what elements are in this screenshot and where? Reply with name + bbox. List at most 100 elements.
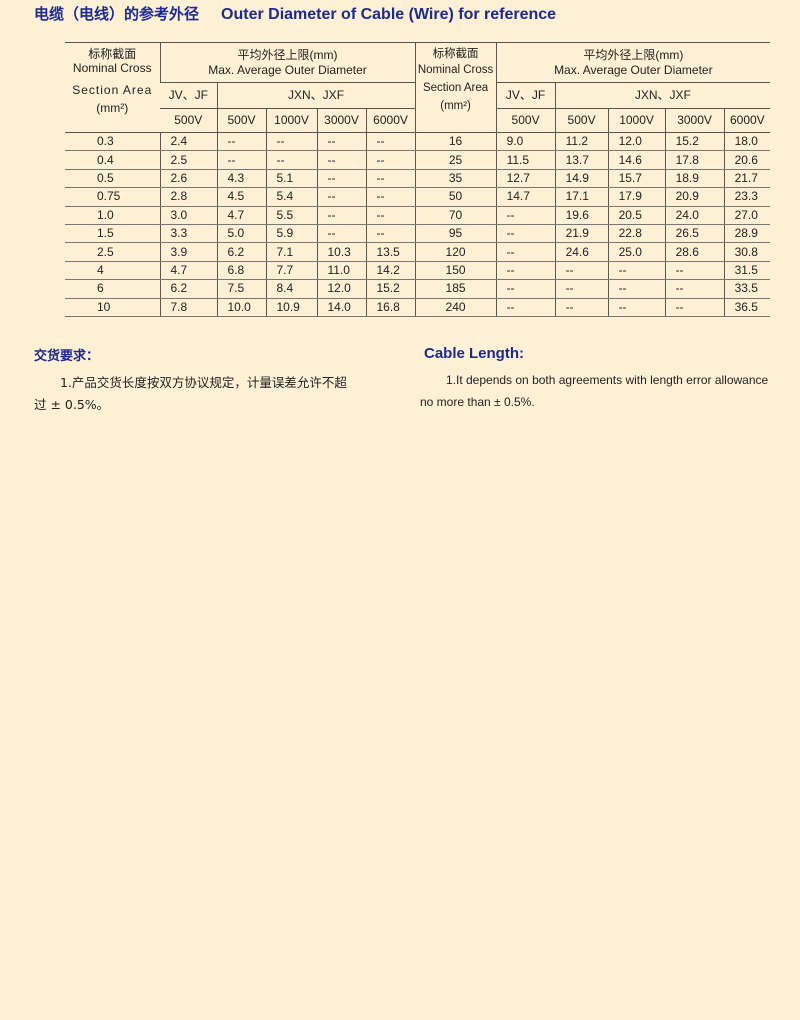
diameter-cell: 18.0: [723, 132, 771, 152]
diameter-cell: 26.5: [664, 224, 725, 244]
diameter-cell: --: [365, 150, 416, 170]
voltage-header: 3000V: [664, 108, 725, 133]
area-cell: 10: [65, 298, 160, 317]
diameter-cell: 7.8: [159, 298, 217, 317]
area-cell: 50: [414, 187, 497, 207]
diameter-cell: 2.8: [159, 187, 217, 207]
diameter-cell: 2.5: [159, 150, 217, 170]
diameter-cell: 4.7: [159, 261, 217, 281]
diameter-cell: 9.0: [495, 132, 556, 152]
diameter-header: 平均外径上限(mm) Max. Average Outer Diameter: [159, 42, 416, 83]
page-title: 电缆（电线）的参考外径 Outer Diameter of Cable (Wire…: [34, 3, 556, 24]
diameter-cell: --: [495, 242, 556, 262]
diameter-cell: 21.9: [554, 224, 609, 244]
diameter-cell: 20.5: [607, 206, 666, 225]
area-header-right: 标称截面 Nominal Cross Section Area (mm²): [414, 42, 497, 133]
diameter-cell: --: [365, 169, 416, 189]
diameter-cell: 23.3: [723, 187, 771, 207]
table-row: 6 6.2 7.5 8.4 12.0 15.2 185 -- -- -- -- 33.5: [65, 279, 771, 299]
table-row: 0.4 2.5 -- -- -- -- 25 11.5 13.7 14.6 17.8 20.6: [65, 150, 771, 170]
diameter-cell: --: [265, 150, 317, 170]
area-cell: 0.4: [65, 150, 160, 170]
diameter-cell: 10.0: [216, 298, 266, 317]
diameter-cell: 7.5: [216, 279, 266, 299]
diameter-cell: --: [607, 279, 666, 299]
diameter-cell: 5.4: [265, 187, 317, 207]
area-cell: 25: [414, 150, 497, 170]
diameter-cell: 5.5: [265, 206, 317, 225]
diameter-cell: 8.4: [265, 279, 317, 299]
diameter-cell: 12.0: [316, 279, 366, 299]
area-cell: 4: [65, 261, 160, 281]
diameter-cell: 17.8: [664, 150, 725, 170]
diameter-cell: --: [316, 132, 366, 152]
diameter-cell: 25.0: [607, 242, 666, 262]
title-zh: 电缆（电线）的参考外径: [34, 5, 200, 23]
diameter-cell: --: [316, 187, 366, 207]
diameter-cell: 2.4: [159, 132, 217, 152]
area-cell: 6: [65, 279, 160, 299]
diameter-cell: 15.7: [607, 169, 666, 189]
diameter-cell: --: [664, 261, 725, 281]
diameter-cell: 11.2: [554, 132, 609, 152]
diameter-cell: 33.5: [723, 279, 771, 299]
group-jv-jf: JV、JF: [160, 82, 217, 109]
diameter-cell: --: [554, 261, 609, 281]
diameter-cell: 6.2: [216, 242, 266, 262]
diameter-cell: 28.6: [664, 242, 725, 262]
diameter-cell: 3.3: [159, 224, 217, 244]
diameter-cell: --: [316, 169, 366, 189]
diameter-cell: --: [316, 224, 366, 244]
table-row: 2.5 3.9 6.2 7.1 10.3 13.5 120 -- 24.6 25.0 28.6 30.…: [65, 242, 771, 262]
diameter-cell: 18.9: [664, 169, 725, 189]
table-row: 1.0 3.0 4.7 5.5 -- -- 70 -- 19.6 20.5 24.0 27.0: [65, 206, 771, 225]
table-row: 0.5 2.6 4.3 5.1 -- -- 35 12.7 14.9 15.7 18.9 21.7: [65, 169, 771, 189]
diameter-cell: --: [365, 206, 416, 225]
diameter-cell: --: [495, 279, 556, 299]
table-row: 4 4.7 6.8 7.7 11.0 14.2 150 -- -- -- -- 31.5: [65, 261, 771, 281]
diameter-cell: 3.9: [159, 242, 217, 262]
diameter-cell: 11.5: [495, 150, 556, 170]
diameter-cell: 11.0: [316, 261, 366, 281]
delivery-text-zh: 1.产品交货长度按双方协议规定，计量误差允许不超过 ± 0.5%。: [34, 375, 347, 412]
diameter-cell: 4.5: [216, 187, 266, 207]
diameter-cell: 7.1: [265, 242, 317, 262]
diameter-cell: 6.2: [159, 279, 217, 299]
voltage-header: 1000V: [265, 108, 317, 133]
diameter-cell: 19.6: [554, 206, 609, 225]
diameter-cell: --: [216, 132, 266, 152]
diameter-cell: 4.3: [216, 169, 266, 189]
diameter-cell: --: [495, 298, 556, 317]
diameter-cell: 30.8: [723, 242, 771, 262]
diameter-cell: 12.7: [495, 169, 556, 189]
diameter-cell: 14.2: [365, 261, 416, 281]
diameter-cell: --: [554, 279, 609, 299]
diameter-cell: 3.0: [159, 206, 217, 225]
diameter-cell: 5.1: [265, 169, 317, 189]
diameter-cell: 13.5: [365, 242, 416, 262]
diameter-cell: 14.7: [495, 187, 556, 207]
voltage-header: 6000V: [723, 108, 771, 133]
diameter-cell: --: [607, 298, 666, 317]
diameter-cell: 5.0: [216, 224, 266, 244]
diameter-cell: --: [316, 150, 366, 170]
diameter-cell: 16.8: [365, 298, 416, 317]
table-row: 0.75 2.8 4.5 5.4 -- -- 50 14.7 17.1 17.9 20.9 23.3: [65, 187, 771, 207]
outer-diameter-table: 标称截面 Nominal Cross Section Area (mm²) 平均外径上…: [65, 42, 771, 317]
diameter-cell: --: [365, 132, 416, 152]
area-cell: 35: [414, 169, 497, 189]
diameter-cell: 14.0: [316, 298, 366, 317]
diameter-cell: --: [316, 206, 366, 225]
diameter-cell: --: [365, 187, 416, 207]
area-cell: 240: [414, 298, 497, 317]
diameter-cell: --: [495, 224, 556, 244]
diameter-cell: --: [664, 279, 725, 299]
table-row: 0.3 2.4 -- -- -- -- 16 9.0 11.2 12.0 15.2 18.0: [65, 132, 771, 152]
diameter-cell: 12.0: [607, 132, 666, 152]
diameter-cell: 20.6: [723, 150, 771, 170]
diameter-cell: --: [554, 298, 609, 317]
diameter-cell: 2.6: [159, 169, 217, 189]
diameter-cell: --: [495, 206, 556, 225]
diameter-cell: --: [216, 150, 266, 170]
area-cell: 16: [414, 132, 497, 152]
